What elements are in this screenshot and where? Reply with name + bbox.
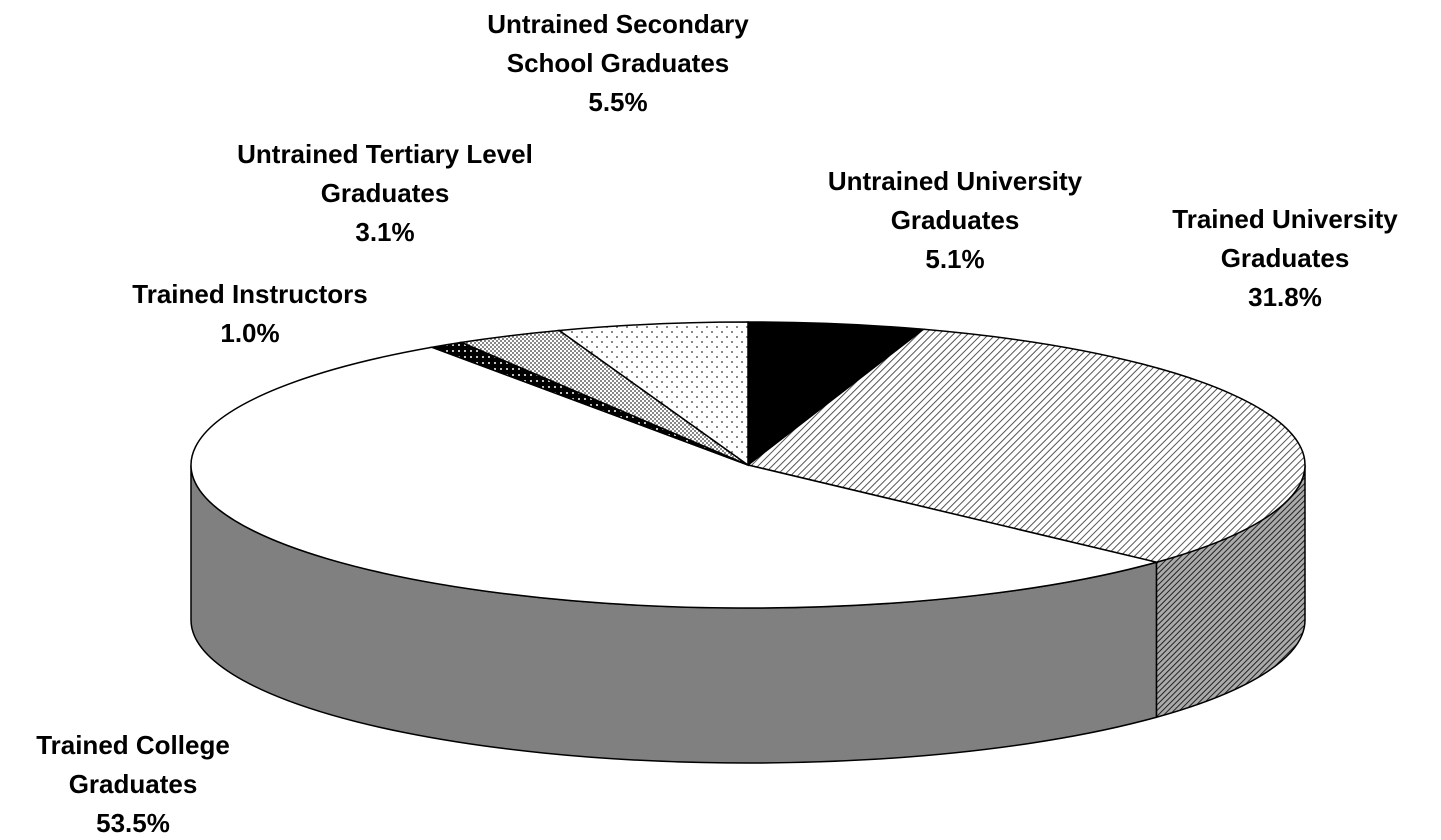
category-name: Trained Instructors	[132, 279, 368, 309]
category-name: Untrained University Graduates	[827, 166, 1083, 235]
category-name: Untrained Secondary School Graduates	[487, 9, 749, 78]
category-name: Trained College Graduates	[36, 730, 230, 799]
value-label: 5.5%	[588, 87, 648, 117]
pie-slice	[190, 346, 1157, 609]
pie-slice	[747, 321, 926, 467]
value-label: 31.8%	[1248, 282, 1322, 312]
slice-label: Untrained Tertiary Level Graduates 3.1%	[235, 135, 535, 252]
pie-slice	[557, 321, 749, 467]
category-name: Trained University Graduates	[1172, 204, 1398, 273]
slice-label: Trained College Graduates 53.5%	[3, 726, 263, 840]
value-label: 1.0%	[220, 318, 280, 348]
value-label: 53.5%	[96, 808, 170, 838]
slice-label: Trained University Graduates 31.8%	[1130, 200, 1440, 317]
slice-label: Trained Instructors 1.0%	[90, 275, 410, 353]
pie-slice	[746, 328, 1306, 564]
category-name: Untrained Tertiary Level Graduates	[237, 139, 533, 208]
slice-label: Untrained University Graduates 5.1%	[790, 162, 1120, 279]
slice-label: Untrained Secondary School Graduates 5.5%	[453, 5, 783, 122]
value-label: 5.1%	[925, 244, 985, 274]
value-label: 3.1%	[355, 217, 415, 247]
